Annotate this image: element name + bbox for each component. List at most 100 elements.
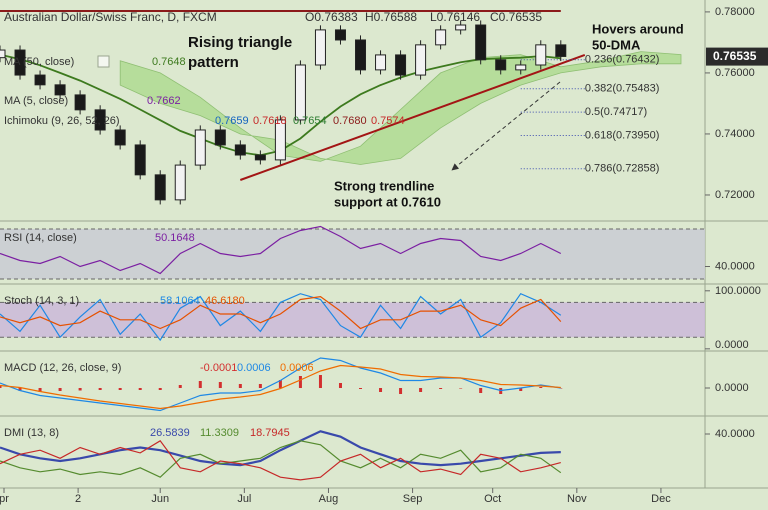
panel-readout: 46.6180: [205, 295, 245, 307]
candle-body: [375, 54, 387, 71]
histogram-bar: [78, 388, 82, 391]
panel-readout: 58.1064: [160, 295, 200, 307]
panel-title: MACD (12, 26, close, 9): [4, 362, 121, 374]
panel-readout: 0.0006: [237, 362, 271, 374]
candle-body: [515, 64, 527, 71]
x-tick-label: Dec: [651, 493, 671, 505]
x-tick-label: 2: [75, 493, 81, 505]
annotation: support at 0.7610: [334, 194, 441, 209]
candle-body: [435, 29, 447, 46]
histogram-bar: [118, 388, 122, 390]
indicator-band: [0, 229, 705, 279]
candle-body: [495, 59, 507, 71]
ichimoku-readout: 0.7654: [293, 115, 327, 127]
ichimoku-readout: 0.7659: [215, 115, 249, 127]
ichimoku-title: Ichimoku (9, 26, 52, 26): [4, 115, 120, 127]
panel-readout: 0.0006: [280, 362, 314, 374]
chart-title: Australian Dollar/Swiss Franc, D, FXCM: [4, 10, 217, 24]
ma5-readout: 0.7662: [147, 95, 181, 107]
histogram-bar: [479, 388, 483, 393]
ma50-readout: 0.7648: [152, 56, 186, 68]
histogram-bar: [539, 387, 543, 388]
histogram-bar: [399, 388, 403, 394]
candle-body: [395, 54, 407, 76]
y-tick-label: 0.0000: [715, 339, 749, 351]
x-tick-label: Oct: [484, 493, 501, 505]
candle-body: [174, 164, 186, 201]
candle-body: [54, 84, 66, 96]
y-tick-label: 0.76000: [715, 67, 755, 79]
x-tick-label: Sep: [403, 493, 423, 505]
candle-body: [114, 129, 126, 146]
annotation: Hovers around: [592, 21, 684, 36]
indicator-band: [0, 302, 705, 338]
histogram-bar: [359, 388, 363, 389]
histogram-bar: [459, 388, 463, 389]
indicator-line: [0, 430, 561, 467]
indicator-line: [0, 295, 562, 330]
histogram-bar: [238, 384, 242, 388]
panel-title: RSI (14, close): [4, 232, 77, 244]
ichimoku-readout: 0.7574: [371, 115, 405, 127]
y-tick-label: 40.0000: [715, 428, 755, 440]
candle-body: [294, 64, 306, 121]
candle-body: [94, 109, 106, 131]
candle-body: [234, 144, 246, 156]
candle-body: [14, 49, 26, 76]
panel-readout: 18.7945: [250, 427, 290, 439]
ohlc-readout: H0.76588: [365, 10, 417, 24]
indicator-line: [0, 440, 561, 481]
candle-body: [355, 39, 367, 71]
candle-body: [555, 44, 567, 57]
candle-body: [455, 24, 467, 31]
histogram-bar: [278, 380, 282, 388]
histogram-bar: [58, 388, 62, 391]
candle-body: [0, 49, 6, 59]
indicator-line: [0, 440, 562, 478]
candle-body: [274, 119, 286, 161]
x-tick-label: Nov: [567, 493, 587, 505]
y-tick-label: 0.74000: [715, 128, 755, 140]
candle-body: [314, 29, 326, 66]
candle-body: [154, 174, 166, 201]
trendline: [239, 53, 586, 181]
panel-readout: 11.3309: [200, 427, 239, 439]
candle-body: [214, 129, 226, 146]
panel-readout: 50.1648: [155, 232, 195, 244]
candle-body: [34, 74, 46, 86]
histogram-bar: [178, 385, 182, 388]
fib-label: 0.5(0.74717): [585, 106, 647, 118]
fib-label: 0.236(0.76432): [585, 54, 660, 66]
annotation: 50-DMA: [592, 37, 641, 52]
ohlc-readout: C0.76535: [490, 10, 542, 24]
histogram-bar: [419, 388, 423, 392]
histogram-bar: [379, 388, 383, 392]
indicator-line: [0, 357, 561, 412]
histogram-bar: [218, 382, 222, 388]
fib-label: 0.618(0.73950): [585, 129, 660, 141]
ma50-title: MA (50, close): [4, 56, 74, 68]
candle-body: [254, 154, 266, 161]
histogram-bar: [198, 381, 202, 388]
ma5-title: MA (5, close): [4, 95, 68, 107]
fib-label: 0.382(0.75483): [585, 83, 660, 95]
annotation-arrow: [451, 81, 561, 171]
candle-body: [134, 144, 146, 176]
ichimoku-readout: 0.7680: [333, 115, 367, 127]
x-tick-label: Jun: [151, 493, 169, 505]
histogram-bar: [559, 388, 563, 389]
histogram-bar: [298, 376, 302, 388]
legend-icon: [97, 55, 110, 68]
x-tick-label: pr: [0, 493, 9, 505]
candle-body: [334, 29, 346, 41]
histogram-bar: [258, 384, 262, 388]
panel-title: DMI (13, 8): [4, 427, 59, 439]
histogram-bar: [18, 388, 22, 391]
y-tick-label: 0.72000: [715, 189, 755, 201]
x-tick-label: Jul: [237, 493, 251, 505]
current-price-box: [706, 47, 768, 66]
fib-label: 0.786(0.72858): [585, 163, 660, 175]
ohlc-readout: L0.76146: [430, 10, 480, 24]
x-tick-label: Aug: [319, 493, 339, 505]
candle-body: [535, 44, 547, 66]
